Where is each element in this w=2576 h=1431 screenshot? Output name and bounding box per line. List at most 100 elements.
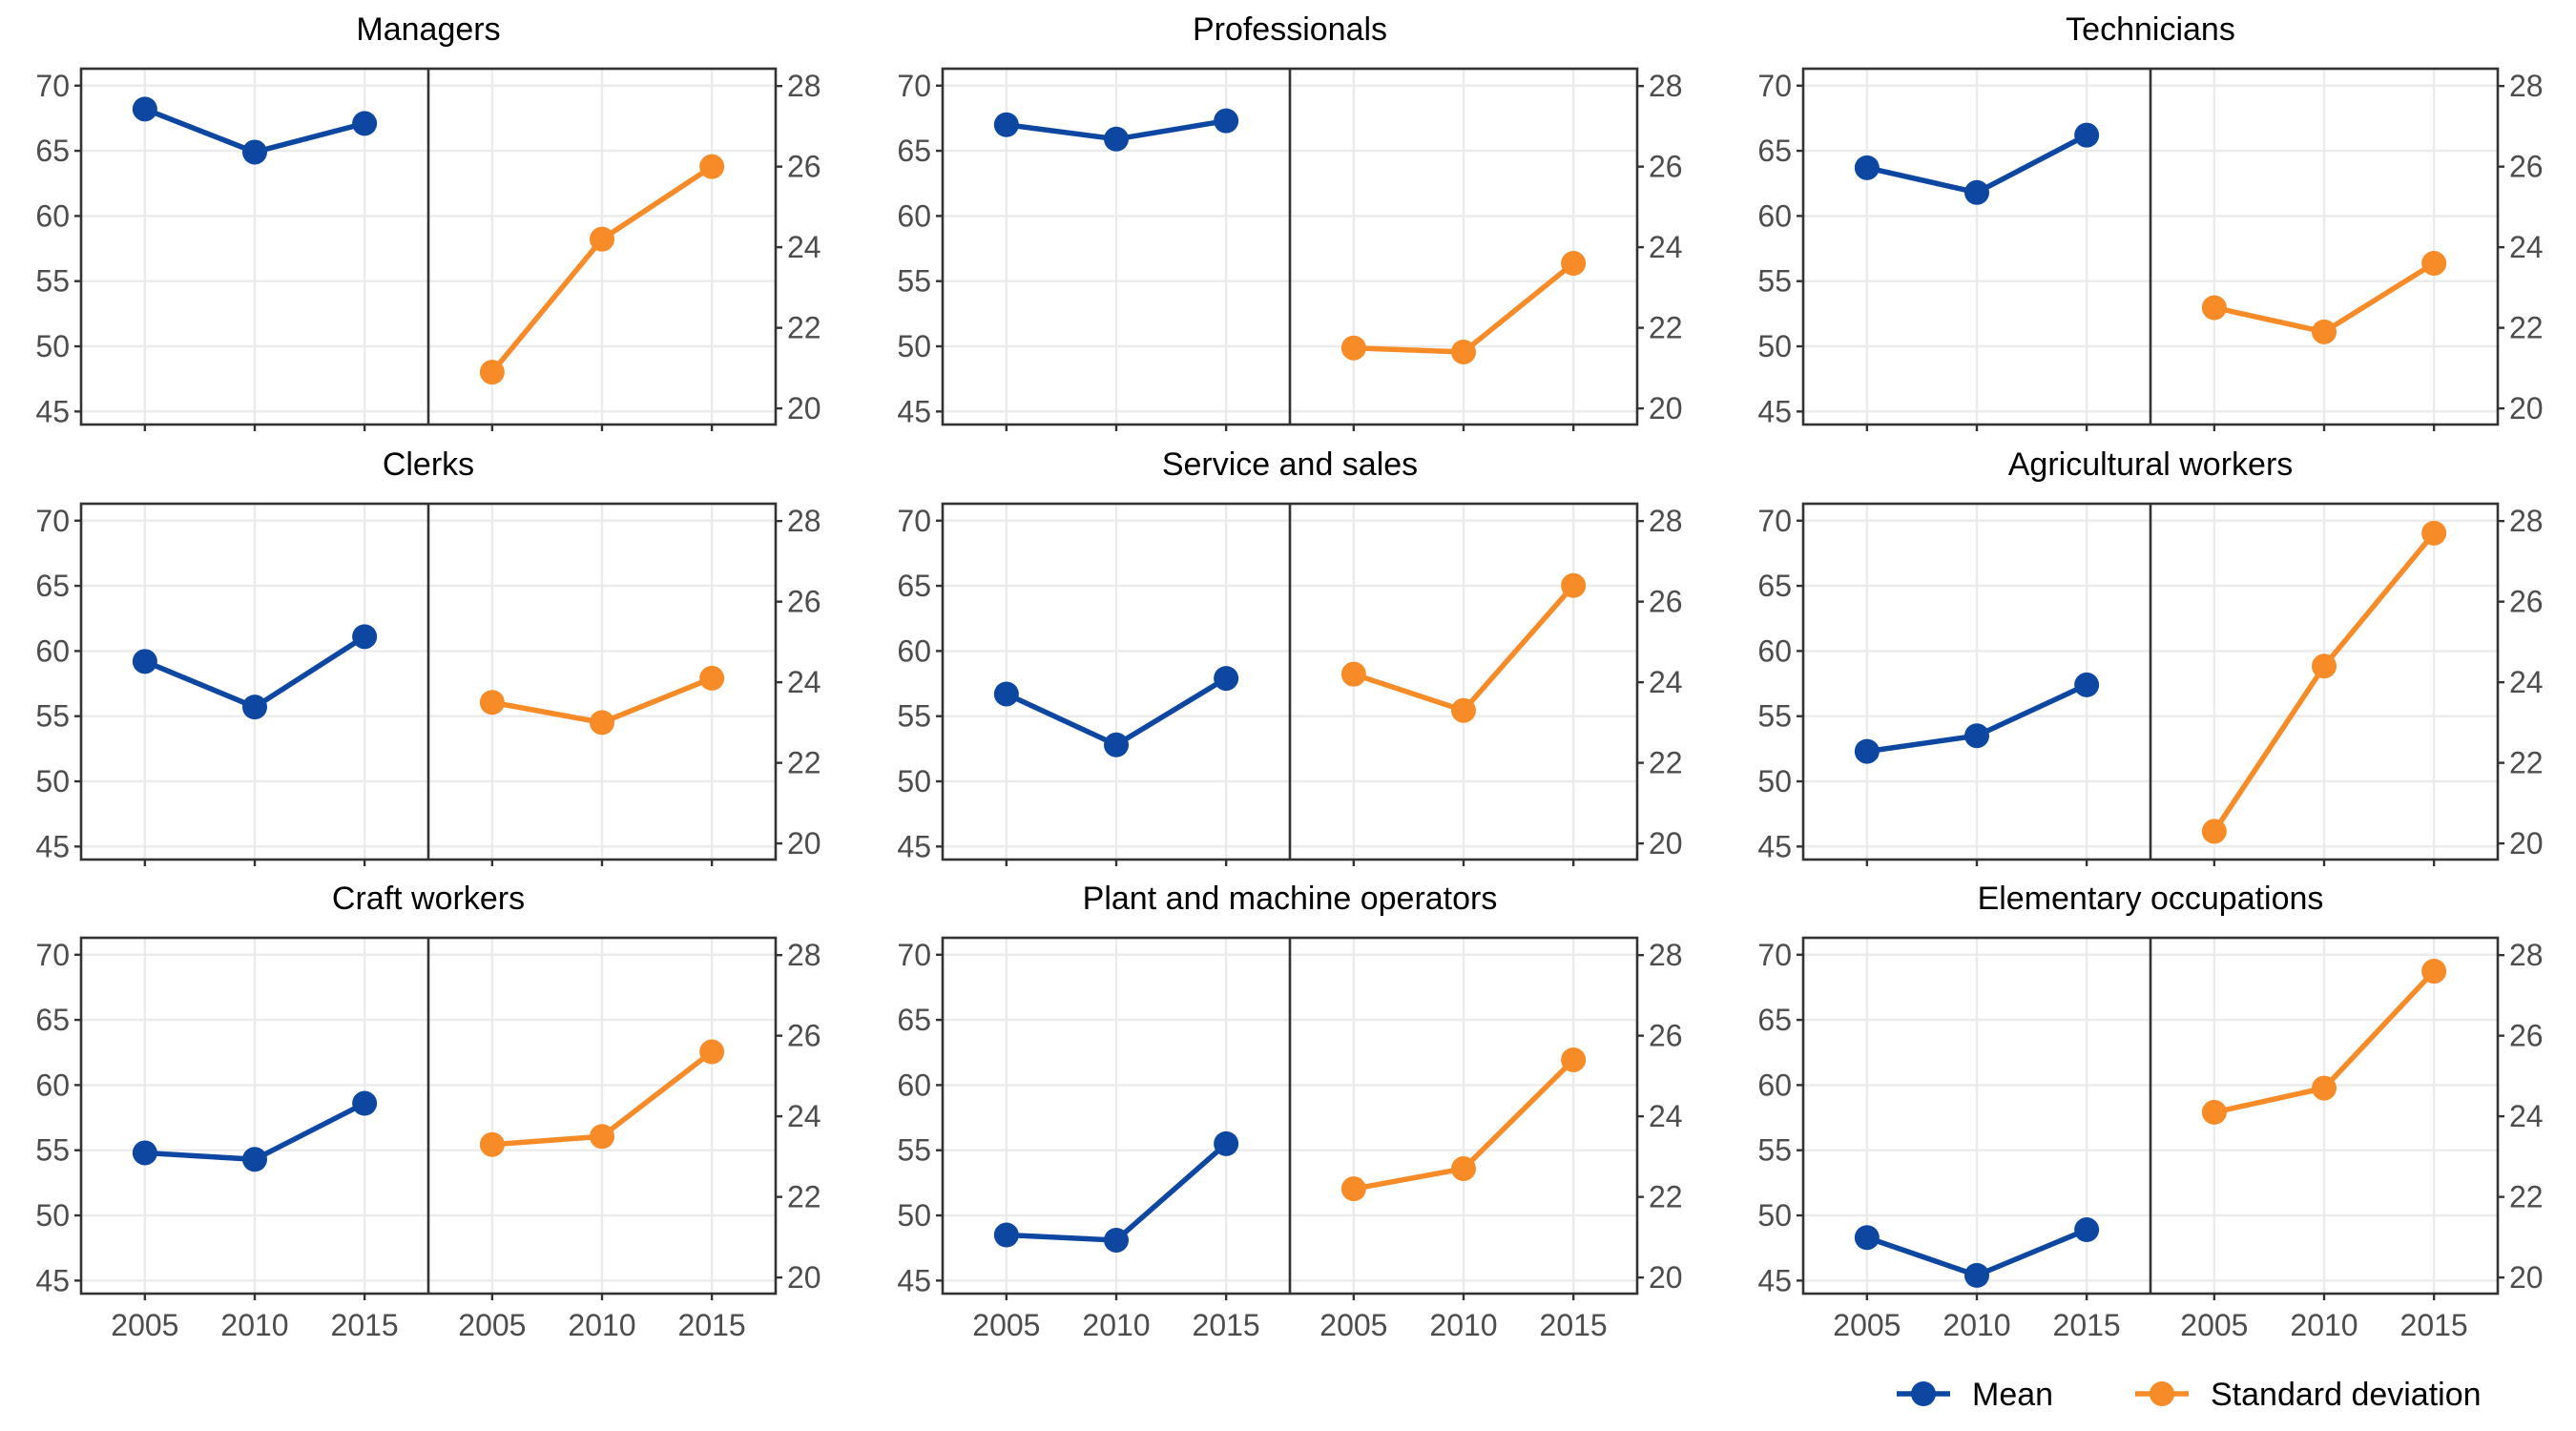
right-axis-tick-label: 20 [2509,391,2544,425]
panel-title: Plant and machine operators [1083,881,1498,917]
legend-sd-label: Standard deviation [2211,1377,2482,1413]
right-axis-tick-label: 24 [787,1099,821,1133]
left-axis-tick-label: 55 [1757,1133,1792,1168]
left-axis-tick-label: 65 [1757,1003,1792,1037]
right-axis-tick-label: 22 [787,1180,821,1214]
mean-point [242,139,267,165]
left-axis-tick-label: 65 [1757,569,1792,603]
left-axis-tick-label: 60 [35,198,70,233]
mean-point [1214,108,1239,134]
mean-point [1854,1225,1880,1251]
right-axis-tick-label: 28 [787,69,821,103]
mean-point [1104,732,1129,757]
legend-mean-swatch-point [1911,1381,1936,1406]
x-axis-tick-label: 2005 [1319,1308,1387,1342]
mean-point [1964,179,1989,205]
left-axis-tick-label: 50 [35,764,70,798]
panel-technicians: Technicians 70 65 60 55 50 45 28 26 24 22 20 [1757,11,2544,431]
left-axis-tick-label: 45 [897,394,931,428]
x-axis-tick-label: 2015 [2053,1308,2121,1342]
mean-point [242,695,267,720]
right-axis-tick-label: 22 [2509,746,2544,780]
left-axis-tick-label: 60 [1757,633,1792,668]
left-axis-tick-label: 55 [897,699,931,734]
right-axis-tick-label: 20 [2509,1260,2544,1295]
left-axis-tick-label: 65 [897,134,931,168]
mean-point [1214,666,1239,692]
left-axis-tick-label: 55 [35,264,70,299]
right-axis-tick-label: 28 [1649,69,1683,103]
left-axis-tick-label: 50 [35,1198,70,1233]
left-axis-tick-label: 50 [897,764,931,798]
sd-point [479,360,505,385]
left-axis-tick-label: 60 [897,198,931,233]
right-axis-tick-label: 26 [787,150,821,184]
sd-point [2421,520,2447,546]
panel-service-and-sales: Service and sales 70 65 60 55 50 45 28 26 24 22 20 [897,446,1683,866]
sd-point [1561,251,1587,277]
sd-point [699,1039,725,1065]
x-axis-tick-label: 2010 [220,1308,288,1342]
legend: Mean Standard deviation [1897,1377,2482,1413]
left-axis-tick-label: 50 [1757,1198,1792,1233]
left-axis-tick-label: 70 [35,69,70,103]
right-axis-tick-label: 26 [1649,150,1683,184]
panel-title: Service and sales [1162,446,1418,483]
right-axis-tick-label: 22 [1649,311,1683,345]
x-axis-tick-label: 2005 [111,1308,178,1342]
mean-point [993,681,1019,707]
x-axis-tick-label: 2015 [678,1308,746,1342]
right-axis-tick-label: 24 [1649,665,1683,699]
mean-point [132,96,157,122]
panels: Managers7065605550452826242220Profession… [35,11,2544,1300]
left-axis-tick-label: 70 [1757,69,1792,103]
left-axis-tick-label: 55 [1757,264,1792,299]
panel-title: Technicians [2066,11,2235,48]
x-axis-tick-label: 2015 [2400,1308,2468,1342]
right-axis-tick-label: 22 [787,746,821,780]
panel-craft-workers: Craft workers 70 65 60 55 50 45 28 26 24 22 20 [35,881,821,1300]
sd-point [1340,661,1366,687]
right-axis-tick-label: 24 [787,665,821,699]
mean-point [242,1147,267,1172]
mean-point [352,111,378,136]
mean-point [1964,1262,1989,1288]
left-axis-tick-label: 60 [35,633,70,668]
legend-mean-label: Mean [1972,1377,2053,1413]
mean-point [1964,723,1989,749]
mean-point [2074,1217,2100,1243]
right-axis-tick-label: 22 [1649,746,1683,780]
sd-point [590,710,614,736]
x-axis-tick-label: 2005 [1833,1308,1901,1342]
left-axis-tick-label: 70 [35,504,70,538]
sd-point [1451,697,1476,723]
left-axis-tick-label: 60 [1757,1068,1792,1102]
right-axis-tick-label: 20 [1649,391,1683,425]
x-axis-tick-label: 2005 [458,1308,526,1342]
right-axis-tick-label: 24 [1649,230,1683,264]
mean-point [132,1140,157,1166]
sd-point [1340,335,1366,361]
right-axis-tick-label: 26 [787,585,821,619]
left-axis-tick-label: 70 [897,69,931,103]
mean-point [2074,122,2100,148]
mean-point [1854,155,1880,180]
left-axis-tick-label: 50 [897,1198,931,1233]
panel-title: Professionals [1193,11,1387,48]
sd-point [1451,1156,1476,1182]
right-axis-tick-label: 20 [1649,826,1683,861]
x-axis-tick-label: 2005 [972,1308,1040,1342]
panel-elementary-occupations: Elementary occupations 70 65 60 55 50 45 28 26 24… [1757,881,2544,1300]
left-axis-tick-label: 65 [35,134,70,168]
left-axis-tick-label: 65 [35,1003,70,1037]
left-axis-tick-label: 70 [897,938,931,972]
right-axis-tick-label: 26 [2509,1019,2544,1053]
left-axis-tick-label: 60 [1757,198,1792,233]
right-axis-tick-label: 26 [2509,585,2544,619]
left-axis-tick-label: 55 [897,1133,931,1168]
left-axis-tick-label: 45 [35,394,70,428]
mean-point [993,1222,1019,1248]
left-axis-tick-label: 45 [1757,394,1792,428]
x-axis-tick-label: 2015 [1193,1308,1260,1342]
